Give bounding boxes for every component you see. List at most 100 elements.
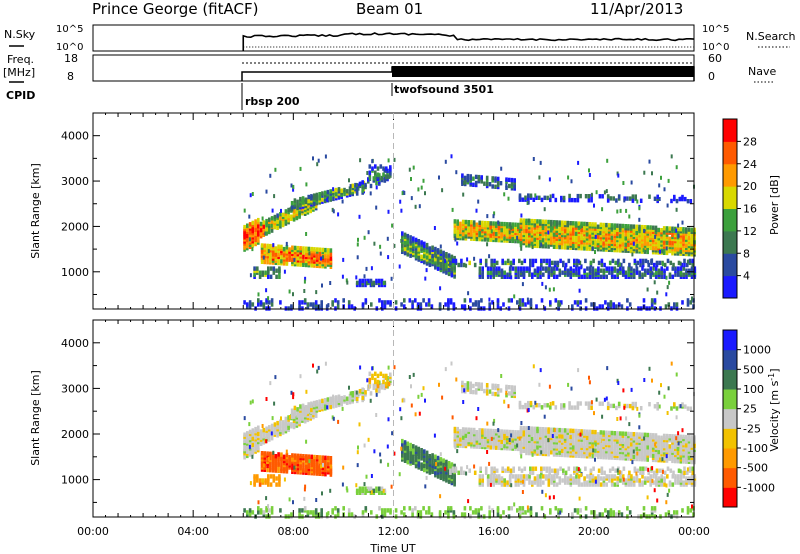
power-cell bbox=[564, 262, 568, 268]
velocity-cell bbox=[599, 476, 603, 481]
power-cell bbox=[253, 266, 256, 271]
power-cell bbox=[594, 268, 597, 273]
power-cell bbox=[571, 197, 574, 203]
power-cell bbox=[643, 225, 647, 230]
power-cell bbox=[622, 258, 626, 264]
power-cell bbox=[571, 304, 574, 309]
power-cell bbox=[481, 274, 484, 279]
velocity-cell bbox=[264, 478, 267, 483]
power-cell bbox=[419, 302, 423, 307]
power-cell bbox=[530, 229, 534, 234]
power-speckle bbox=[410, 177, 412, 181]
velocity-cell bbox=[279, 423, 282, 428]
power-cell bbox=[310, 194, 313, 199]
power-cell bbox=[502, 302, 505, 307]
power-cell bbox=[248, 222, 252, 227]
power-cell bbox=[522, 218, 526, 223]
power-cell bbox=[602, 268, 606, 273]
velocity-cell bbox=[496, 390, 500, 395]
power-cell bbox=[656, 194, 659, 199]
power-cell bbox=[512, 258, 515, 264]
velocity-cell bbox=[414, 457, 418, 463]
power-speckle bbox=[665, 246, 668, 251]
velocity-cell bbox=[447, 461, 451, 466]
velocity-cell bbox=[676, 434, 680, 439]
power-cell bbox=[315, 253, 319, 258]
velocity-cell bbox=[627, 431, 630, 437]
power-cell bbox=[467, 220, 470, 225]
power-speckle bbox=[367, 230, 370, 235]
power-cell bbox=[686, 302, 690, 307]
velocity-cell bbox=[489, 478, 493, 483]
velocity-cell bbox=[497, 474, 501, 479]
velocity-cell bbox=[332, 404, 335, 409]
power-cell bbox=[618, 223, 622, 229]
power-cell bbox=[593, 302, 596, 307]
velocity-cell bbox=[266, 451, 269, 456]
power-speckle bbox=[663, 187, 666, 192]
power-speckle bbox=[592, 240, 595, 245]
power-cell bbox=[588, 222, 592, 227]
power-cell bbox=[460, 262, 463, 268]
power-cell bbox=[621, 246, 625, 251]
velocity-cell bbox=[486, 428, 490, 433]
power-cell bbox=[513, 178, 516, 183]
power-speckle bbox=[541, 281, 544, 286]
power-cell bbox=[246, 223, 249, 228]
power-cell bbox=[533, 268, 537, 273]
power-speckle bbox=[500, 166, 503, 171]
velocity-cell bbox=[522, 426, 526, 431]
power-cell bbox=[320, 304, 323, 309]
velocity-cell bbox=[503, 429, 506, 434]
power-cell bbox=[270, 216, 274, 221]
power-cell bbox=[481, 270, 484, 275]
power-cell bbox=[276, 213, 279, 218]
power-cell bbox=[503, 274, 506, 279]
power-cell bbox=[484, 262, 488, 268]
power-cell bbox=[561, 236, 564, 242]
power-speckle bbox=[355, 275, 358, 280]
velocity-cell bbox=[594, 448, 597, 453]
velocity-cell bbox=[547, 474, 551, 479]
velocity-cell bbox=[583, 429, 586, 434]
power-speckle bbox=[679, 261, 682, 266]
power-cell bbox=[641, 266, 644, 271]
velocity-cell bbox=[478, 428, 481, 433]
velocity-cell bbox=[456, 426, 459, 432]
power-cell bbox=[631, 198, 635, 203]
power-cell bbox=[673, 194, 676, 200]
velocity-cell bbox=[323, 398, 327, 403]
power-cell bbox=[643, 272, 647, 277]
power-cell bbox=[606, 302, 610, 307]
power-cell bbox=[657, 231, 660, 237]
power-speckle bbox=[675, 228, 678, 233]
power-cell bbox=[668, 236, 672, 241]
velocity-cell bbox=[517, 482, 520, 487]
velocity-cell bbox=[329, 460, 333, 465]
power-cell bbox=[591, 222, 594, 227]
velocity-cell bbox=[662, 433, 666, 439]
velocity-cell bbox=[586, 480, 589, 485]
velocity-cell bbox=[278, 482, 281, 487]
power-cell bbox=[378, 278, 381, 284]
power-speckle bbox=[493, 211, 496, 216]
velocity-cell bbox=[586, 474, 589, 479]
power-cell bbox=[547, 244, 550, 249]
velocity-cell bbox=[508, 429, 512, 435]
velocity-cell bbox=[610, 474, 614, 479]
power-cell bbox=[632, 268, 636, 273]
velocity-cell bbox=[481, 482, 484, 487]
velocity-cell bbox=[329, 456, 333, 461]
power-cell bbox=[303, 298, 307, 303]
velocity-cell bbox=[561, 444, 564, 449]
power-cell bbox=[385, 174, 388, 179]
power-cell bbox=[507, 177, 511, 183]
velocity-cell bbox=[315, 455, 319, 460]
velocity-cell bbox=[566, 428, 570, 433]
power-cell bbox=[628, 196, 632, 201]
velocity-cell bbox=[561, 428, 564, 433]
power-heatmap bbox=[243, 154, 697, 311]
velocity-cell bbox=[364, 486, 367, 491]
velocity-cell bbox=[474, 382, 478, 387]
velocity-cell bbox=[513, 385, 516, 390]
